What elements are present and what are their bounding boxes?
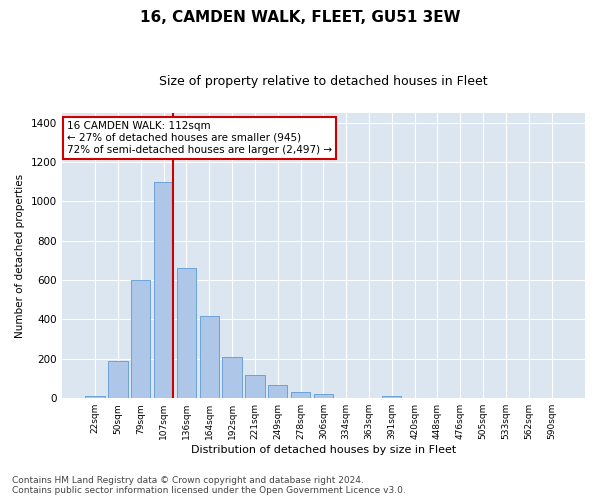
Bar <box>131 280 151 398</box>
Bar <box>314 394 333 398</box>
Text: 16, CAMDEN WALK, FLEET, GU51 3EW: 16, CAMDEN WALK, FLEET, GU51 3EW <box>140 10 460 25</box>
Bar <box>291 392 310 398</box>
Title: Size of property relative to detached houses in Fleet: Size of property relative to detached ho… <box>159 75 488 88</box>
Bar <box>223 357 242 398</box>
Bar <box>177 268 196 398</box>
Y-axis label: Number of detached properties: Number of detached properties <box>15 174 25 338</box>
Bar <box>85 396 105 398</box>
X-axis label: Distribution of detached houses by size in Fleet: Distribution of detached houses by size … <box>191 445 456 455</box>
Bar <box>108 361 128 398</box>
Bar <box>154 182 173 398</box>
Bar <box>382 396 401 398</box>
Text: Contains HM Land Registry data © Crown copyright and database right 2024.
Contai: Contains HM Land Registry data © Crown c… <box>12 476 406 495</box>
Bar <box>245 374 265 398</box>
Bar <box>200 316 219 398</box>
Bar <box>268 386 287 398</box>
Text: 16 CAMDEN WALK: 112sqm
← 27% of detached houses are smaller (945)
72% of semi-de: 16 CAMDEN WALK: 112sqm ← 27% of detached… <box>67 122 332 154</box>
